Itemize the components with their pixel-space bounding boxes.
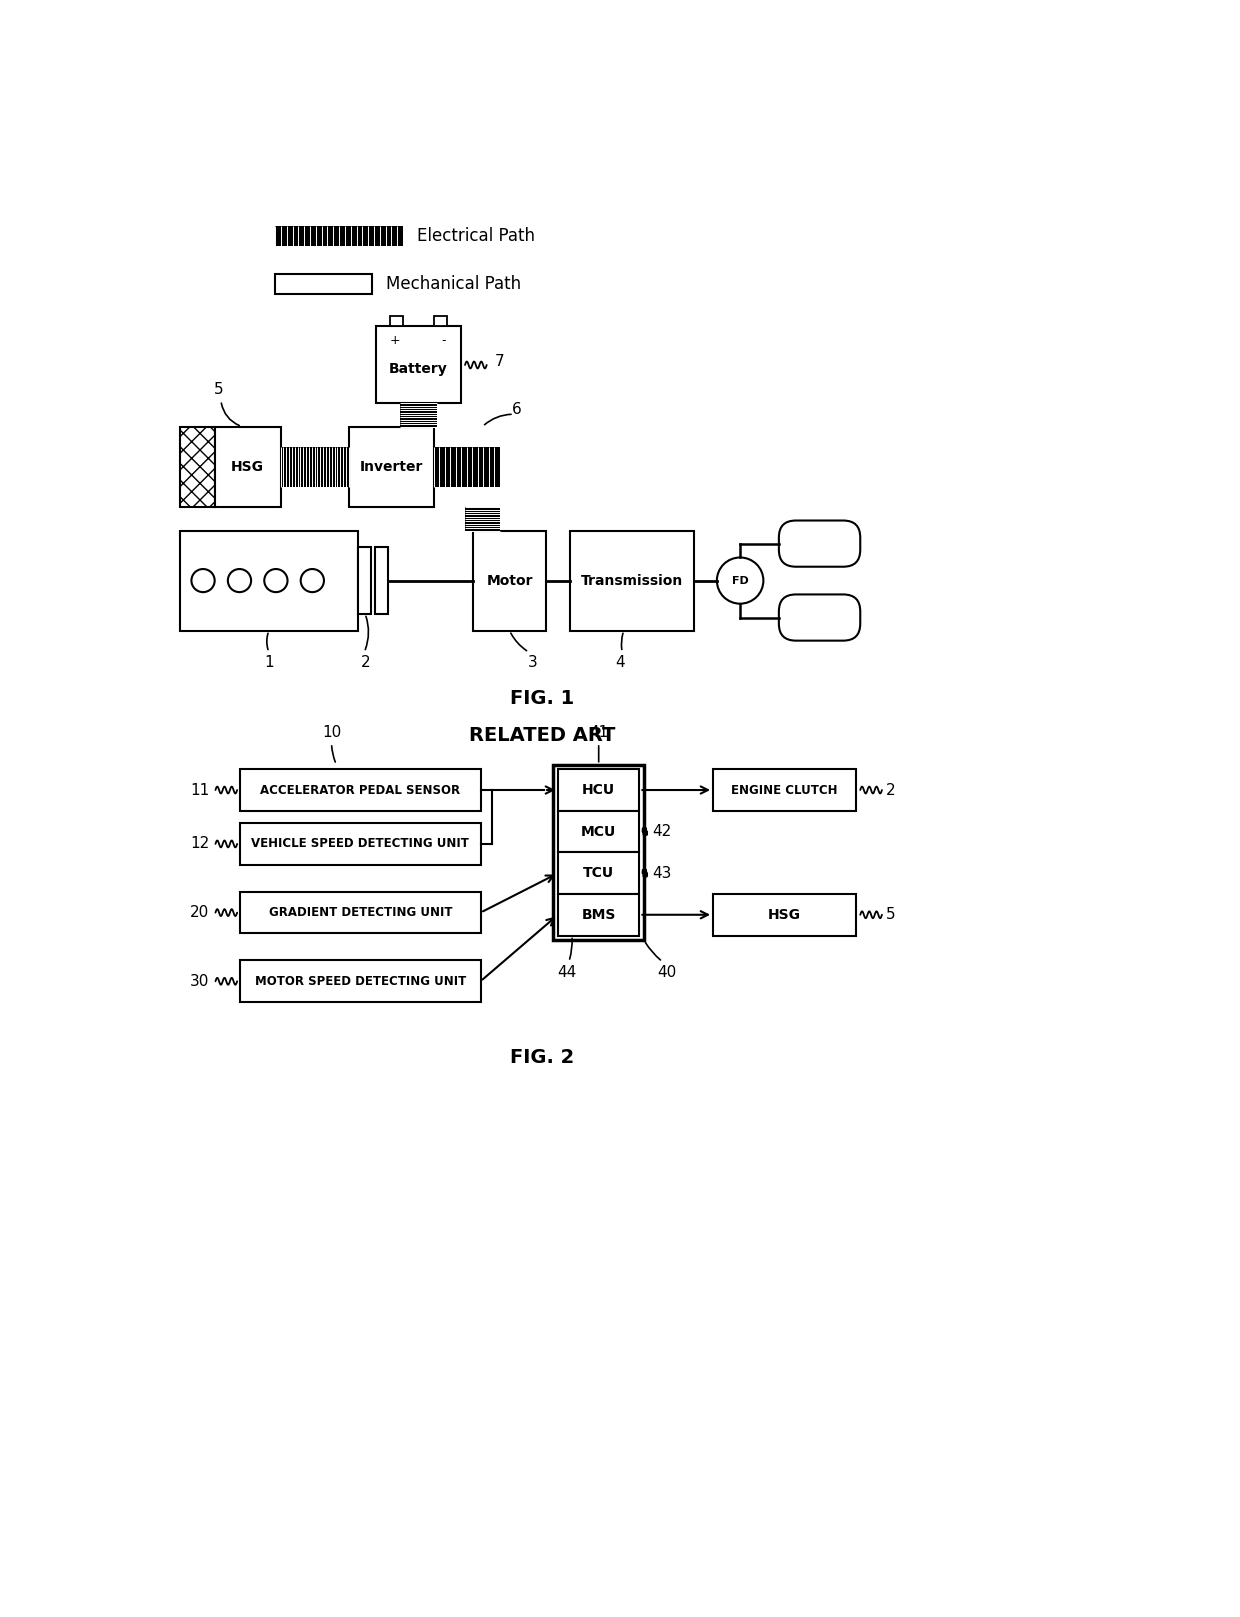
Bar: [434, 446, 500, 487]
Bar: [241, 770, 481, 810]
Text: FIG. 2: FIG. 2: [511, 1048, 574, 1067]
Bar: [275, 226, 403, 246]
Text: 41: 41: [589, 724, 609, 741]
Text: TCU: TCU: [583, 867, 614, 880]
Text: 43: 43: [652, 865, 671, 881]
Text: 5: 5: [885, 907, 895, 922]
Bar: [558, 852, 640, 894]
Bar: [376, 327, 461, 404]
Bar: [241, 823, 481, 865]
Text: HSG: HSG: [769, 907, 801, 922]
Bar: [472, 530, 547, 631]
Text: FIG. 1: FIG. 1: [511, 689, 574, 708]
Text: Electrical Path: Electrical Path: [417, 226, 534, 244]
Circle shape: [300, 569, 324, 592]
Bar: [713, 770, 857, 810]
Bar: [553, 765, 644, 939]
Text: GRADIENT DETECTING UNIT: GRADIENT DETECTING UNIT: [269, 906, 453, 918]
Text: 7: 7: [495, 354, 505, 369]
Bar: [434, 317, 448, 327]
Bar: [569, 530, 693, 631]
Text: MCU: MCU: [582, 825, 616, 839]
Bar: [465, 508, 500, 530]
Text: 12: 12: [190, 836, 210, 852]
Text: 3: 3: [528, 655, 538, 671]
Bar: [374, 548, 388, 614]
Bar: [180, 427, 215, 508]
Text: 2: 2: [885, 783, 895, 797]
Bar: [180, 530, 358, 631]
Text: 40: 40: [657, 965, 676, 980]
Text: 10: 10: [322, 724, 341, 741]
Bar: [713, 894, 857, 936]
Text: VEHICLE SPEED DETECTING UNIT: VEHICLE SPEED DETECTING UNIT: [252, 838, 469, 851]
Text: 44: 44: [558, 965, 577, 980]
Bar: [241, 893, 481, 933]
Circle shape: [264, 569, 288, 592]
Text: 6: 6: [512, 403, 522, 417]
Text: 5: 5: [213, 382, 223, 398]
Bar: [389, 317, 403, 327]
Text: Transmission: Transmission: [580, 574, 683, 587]
Text: ENGINE CLUTCH: ENGINE CLUTCH: [732, 784, 838, 797]
Circle shape: [228, 569, 250, 592]
Text: -: -: [441, 333, 446, 346]
Text: HSG: HSG: [231, 459, 264, 474]
Text: BMS: BMS: [582, 907, 616, 922]
Text: Battery: Battery: [389, 362, 448, 375]
Bar: [241, 960, 481, 1003]
Text: 1: 1: [264, 655, 274, 671]
Text: 30: 30: [190, 973, 210, 988]
FancyBboxPatch shape: [779, 595, 861, 640]
Text: HCU: HCU: [582, 783, 615, 797]
Text: 11: 11: [190, 783, 210, 797]
Text: Motor: Motor: [486, 574, 533, 587]
Bar: [558, 810, 640, 852]
Text: 42: 42: [652, 825, 671, 839]
Bar: [399, 404, 436, 427]
Text: Mechanical Path: Mechanical Path: [386, 275, 521, 293]
Text: 2: 2: [361, 655, 371, 671]
Bar: [275, 275, 372, 294]
Circle shape: [191, 569, 215, 592]
Text: 20: 20: [190, 906, 210, 920]
Text: MOTOR SPEED DETECTING UNIT: MOTOR SPEED DETECTING UNIT: [254, 975, 466, 988]
Text: +: +: [389, 333, 401, 346]
Circle shape: [717, 558, 764, 603]
Text: 4: 4: [615, 655, 625, 671]
Bar: [280, 446, 348, 487]
Text: Inverter: Inverter: [360, 459, 423, 474]
Bar: [215, 427, 280, 508]
FancyBboxPatch shape: [779, 521, 861, 566]
Text: ACCELERATOR PEDAL SENSOR: ACCELERATOR PEDAL SENSOR: [260, 784, 460, 797]
Bar: [558, 894, 640, 936]
Bar: [348, 427, 434, 508]
Text: RELATED ART: RELATED ART: [469, 726, 616, 745]
Bar: [358, 548, 371, 614]
Text: FD: FD: [732, 576, 749, 585]
Bar: [558, 770, 640, 810]
